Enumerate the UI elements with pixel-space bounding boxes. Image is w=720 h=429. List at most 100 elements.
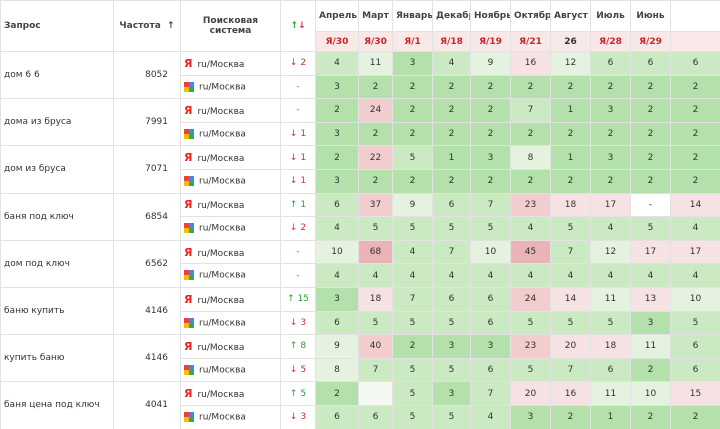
- header-change[interactable]: ↑↓: [280, 0, 316, 52]
- month-header[interactable]: Январь: [392, 0, 433, 32]
- position-cell: 10: [670, 286, 720, 312]
- position-cell: 5: [670, 310, 720, 336]
- position-cell: 24: [358, 98, 393, 123]
- yandex-icon: Я: [184, 245, 193, 259]
- position-cell: 4: [432, 51, 471, 76]
- position-cell: 8: [510, 145, 551, 170]
- change-cell: ↓ 5: [280, 357, 316, 383]
- google-icon-part: [189, 133, 194, 139]
- region: ru/Москва: [197, 59, 245, 70]
- position-cell: 2: [670, 168, 720, 194]
- position-cell: 4: [358, 263, 393, 288]
- header-frequency[interactable]: Частота ↑: [113, 0, 181, 52]
- google-icon-part: [189, 364, 194, 370]
- engine-cell: ru/Москва: [180, 168, 281, 194]
- position-cell: 6: [470, 286, 511, 312]
- region: ru/Москва: [199, 223, 246, 234]
- position-cell: 2: [470, 121, 511, 147]
- month-header[interactable]: Август: [550, 0, 591, 32]
- google-icon-part: [184, 176, 189, 182]
- month-header[interactable]: Ноябрь: [470, 0, 511, 32]
- change-cell: ↑ 15: [280, 286, 316, 312]
- position-cell: 5: [392, 310, 433, 336]
- month-subheader: Я/30: [358, 31, 393, 52]
- position-cell: -: [630, 192, 671, 218]
- change-up-icon: ↑: [290, 21, 298, 31]
- header-query[interactable]: Запрос: [0, 0, 114, 52]
- frequency-cell: 4146: [113, 334, 181, 383]
- month-header[interactable]: Июнь: [630, 0, 671, 32]
- month-subheader-cut: [670, 31, 720, 52]
- position-cell: 7: [550, 357, 591, 383]
- change-cell: ↑ 5: [280, 381, 316, 406]
- position-cell: 18: [358, 286, 393, 312]
- position-cell: 4: [510, 263, 551, 288]
- engine-cell: ru/Москва: [180, 357, 281, 383]
- position-cell: 12: [590, 239, 631, 265]
- frequency-cell: 7991: [113, 98, 181, 147]
- google-icon-part: [184, 270, 189, 276]
- position-cell: 2: [630, 404, 671, 429]
- position-cell: 2: [358, 168, 393, 194]
- position-cell: 14: [550, 286, 591, 312]
- region: ru/Москва: [199, 82, 246, 93]
- month-header[interactable]: Март: [358, 0, 393, 32]
- position-cell: 9: [392, 192, 433, 218]
- frequency-cell: 4041: [113, 381, 181, 429]
- query-cell: дома из бруса: [0, 98, 114, 147]
- position-cell: 11: [630, 334, 671, 359]
- position-cell: 40: [358, 334, 393, 359]
- change-cell: ↓ 3: [280, 404, 316, 429]
- month-header[interactable]: Июль: [590, 0, 631, 32]
- change-cell: ↑ 8: [280, 334, 316, 359]
- position-cell: 2: [432, 121, 471, 147]
- month-header[interactable]: Декабрь: [432, 0, 471, 32]
- change-cell: ↓ 1: [280, 168, 316, 194]
- engine-cell: ru/Москва: [180, 263, 281, 288]
- position-cell: 20: [550, 334, 591, 359]
- google-icon-part: [184, 322, 189, 328]
- position-cell: 5: [550, 216, 591, 241]
- frequency-cell: 6854: [113, 192, 181, 241]
- engine-cell: ru/Москва: [180, 121, 281, 147]
- position-cell: 6: [315, 404, 359, 429]
- change-cell: -: [280, 263, 316, 288]
- region: ru/Москва: [199, 270, 246, 281]
- google-icon-part: [189, 128, 194, 134]
- position-cell: 7: [470, 381, 511, 406]
- position-cell: 16: [510, 51, 551, 76]
- position-cell: 2: [510, 121, 551, 147]
- google-icon-part: [184, 228, 189, 234]
- position-cell: 20: [510, 381, 551, 406]
- position-cell: 3: [392, 51, 433, 76]
- position-cell: 6: [315, 192, 359, 218]
- position-cell: 2: [630, 168, 671, 194]
- google-icon: [184, 317, 194, 328]
- google-icon: [184, 223, 194, 234]
- position-cell: 3: [590, 145, 631, 170]
- month-subheader: Я/18: [432, 31, 471, 52]
- month-header[interactable]: Октябрь: [510, 0, 551, 32]
- position-cell: 2: [315, 98, 359, 123]
- position-cell: 5: [392, 381, 433, 406]
- position-cell: 3: [510, 404, 551, 429]
- position-cell: 4: [470, 263, 511, 288]
- position-cell: 23: [510, 334, 551, 359]
- position-cell: 2: [432, 98, 471, 123]
- google-icon-part: [189, 181, 194, 187]
- position-cell: 7: [432, 239, 471, 265]
- month-header[interactable]: Апрель: [315, 0, 359, 32]
- position-cell: 6: [358, 404, 393, 429]
- position-cell: 2: [392, 168, 433, 194]
- position-cell: 3: [630, 310, 671, 336]
- position-cell: 2: [392, 74, 433, 100]
- engine-cell: ru/Москва: [180, 310, 281, 336]
- position-cell: 15: [670, 381, 720, 406]
- header-engine[interactable]: Поисковая система: [180, 0, 281, 52]
- position-cell: 13: [630, 286, 671, 312]
- position-cell: 4: [630, 263, 671, 288]
